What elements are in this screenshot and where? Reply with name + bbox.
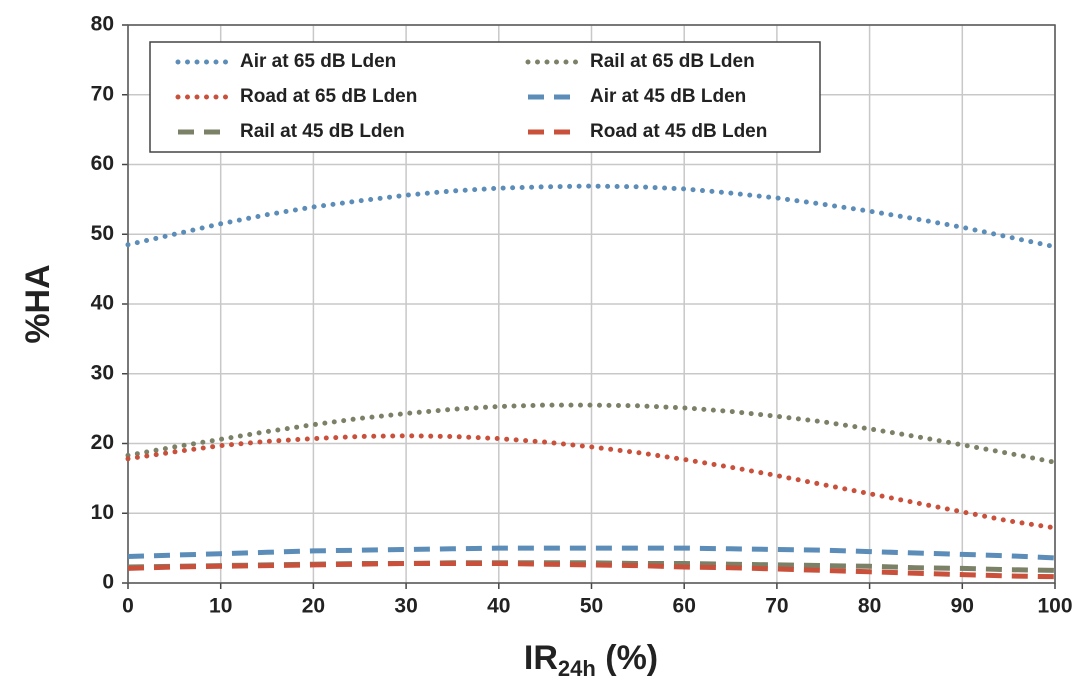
- legend-label: Air at 65 dB Lden: [240, 51, 396, 72]
- legend-label: Rail at 65 dB Lden: [590, 51, 755, 72]
- series-line: [125, 402, 1058, 465]
- series-line: [125, 433, 1058, 531]
- y-tick-label: 60: [91, 152, 114, 175]
- y-tick-label: 80: [91, 13, 114, 36]
- legend-box: [149, 41, 821, 153]
- x-tick-label: 20: [302, 595, 325, 618]
- plot-frame: [127, 24, 1056, 584]
- x-tick-label: 0: [122, 595, 134, 618]
- legend-label: Rail at 45 dB Lden: [240, 121, 405, 142]
- y-tick-label: 30: [91, 361, 114, 384]
- x-tick-label: 50: [580, 595, 603, 618]
- legend: Air at 65 dB Lden Rail at 65 dB Lden Road …: [149, 41, 821, 153]
- x-tick-label: 60: [673, 595, 696, 618]
- y-tick-label: 10: [91, 501, 114, 524]
- legend-label: Road at 65 dB Lden: [240, 86, 417, 107]
- x-axis-label-suffix: (%): [596, 639, 658, 677]
- x-tick-label: 70: [765, 595, 788, 618]
- series-line: [125, 183, 1058, 250]
- x-axis-label-base: IR: [524, 639, 558, 677]
- y-tick-label: 70: [91, 82, 114, 105]
- x-tick-label: 40: [487, 595, 510, 618]
- y-tick-label: 0: [102, 571, 114, 594]
- y-axis-label: %HA: [19, 264, 57, 343]
- x-tick-label: 100: [1037, 595, 1072, 618]
- y-tick-label: 20: [91, 431, 114, 454]
- x-axis-label: IR24h (%): [524, 639, 658, 681]
- x-tick-label: 10: [209, 595, 232, 618]
- y-tick-label: 50: [91, 222, 114, 245]
- x-axis-label-sub: 24h: [558, 656, 596, 681]
- legend-label: Air at 45 dB Lden: [590, 86, 746, 107]
- y-tick-label: 40: [91, 292, 114, 315]
- legend-label: Road at 45 dB Lden: [590, 121, 767, 142]
- x-tick-label: 30: [394, 595, 417, 618]
- x-tick-label: 90: [951, 595, 974, 618]
- x-tick-label: 80: [858, 595, 881, 618]
